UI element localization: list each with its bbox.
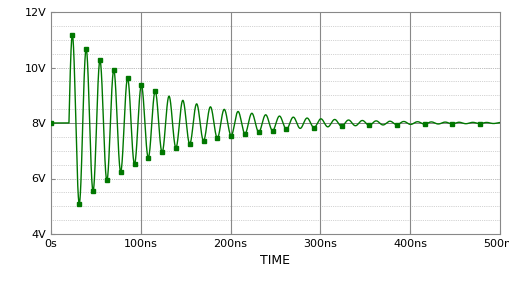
X-axis label: TIME: TIME <box>260 254 290 267</box>
